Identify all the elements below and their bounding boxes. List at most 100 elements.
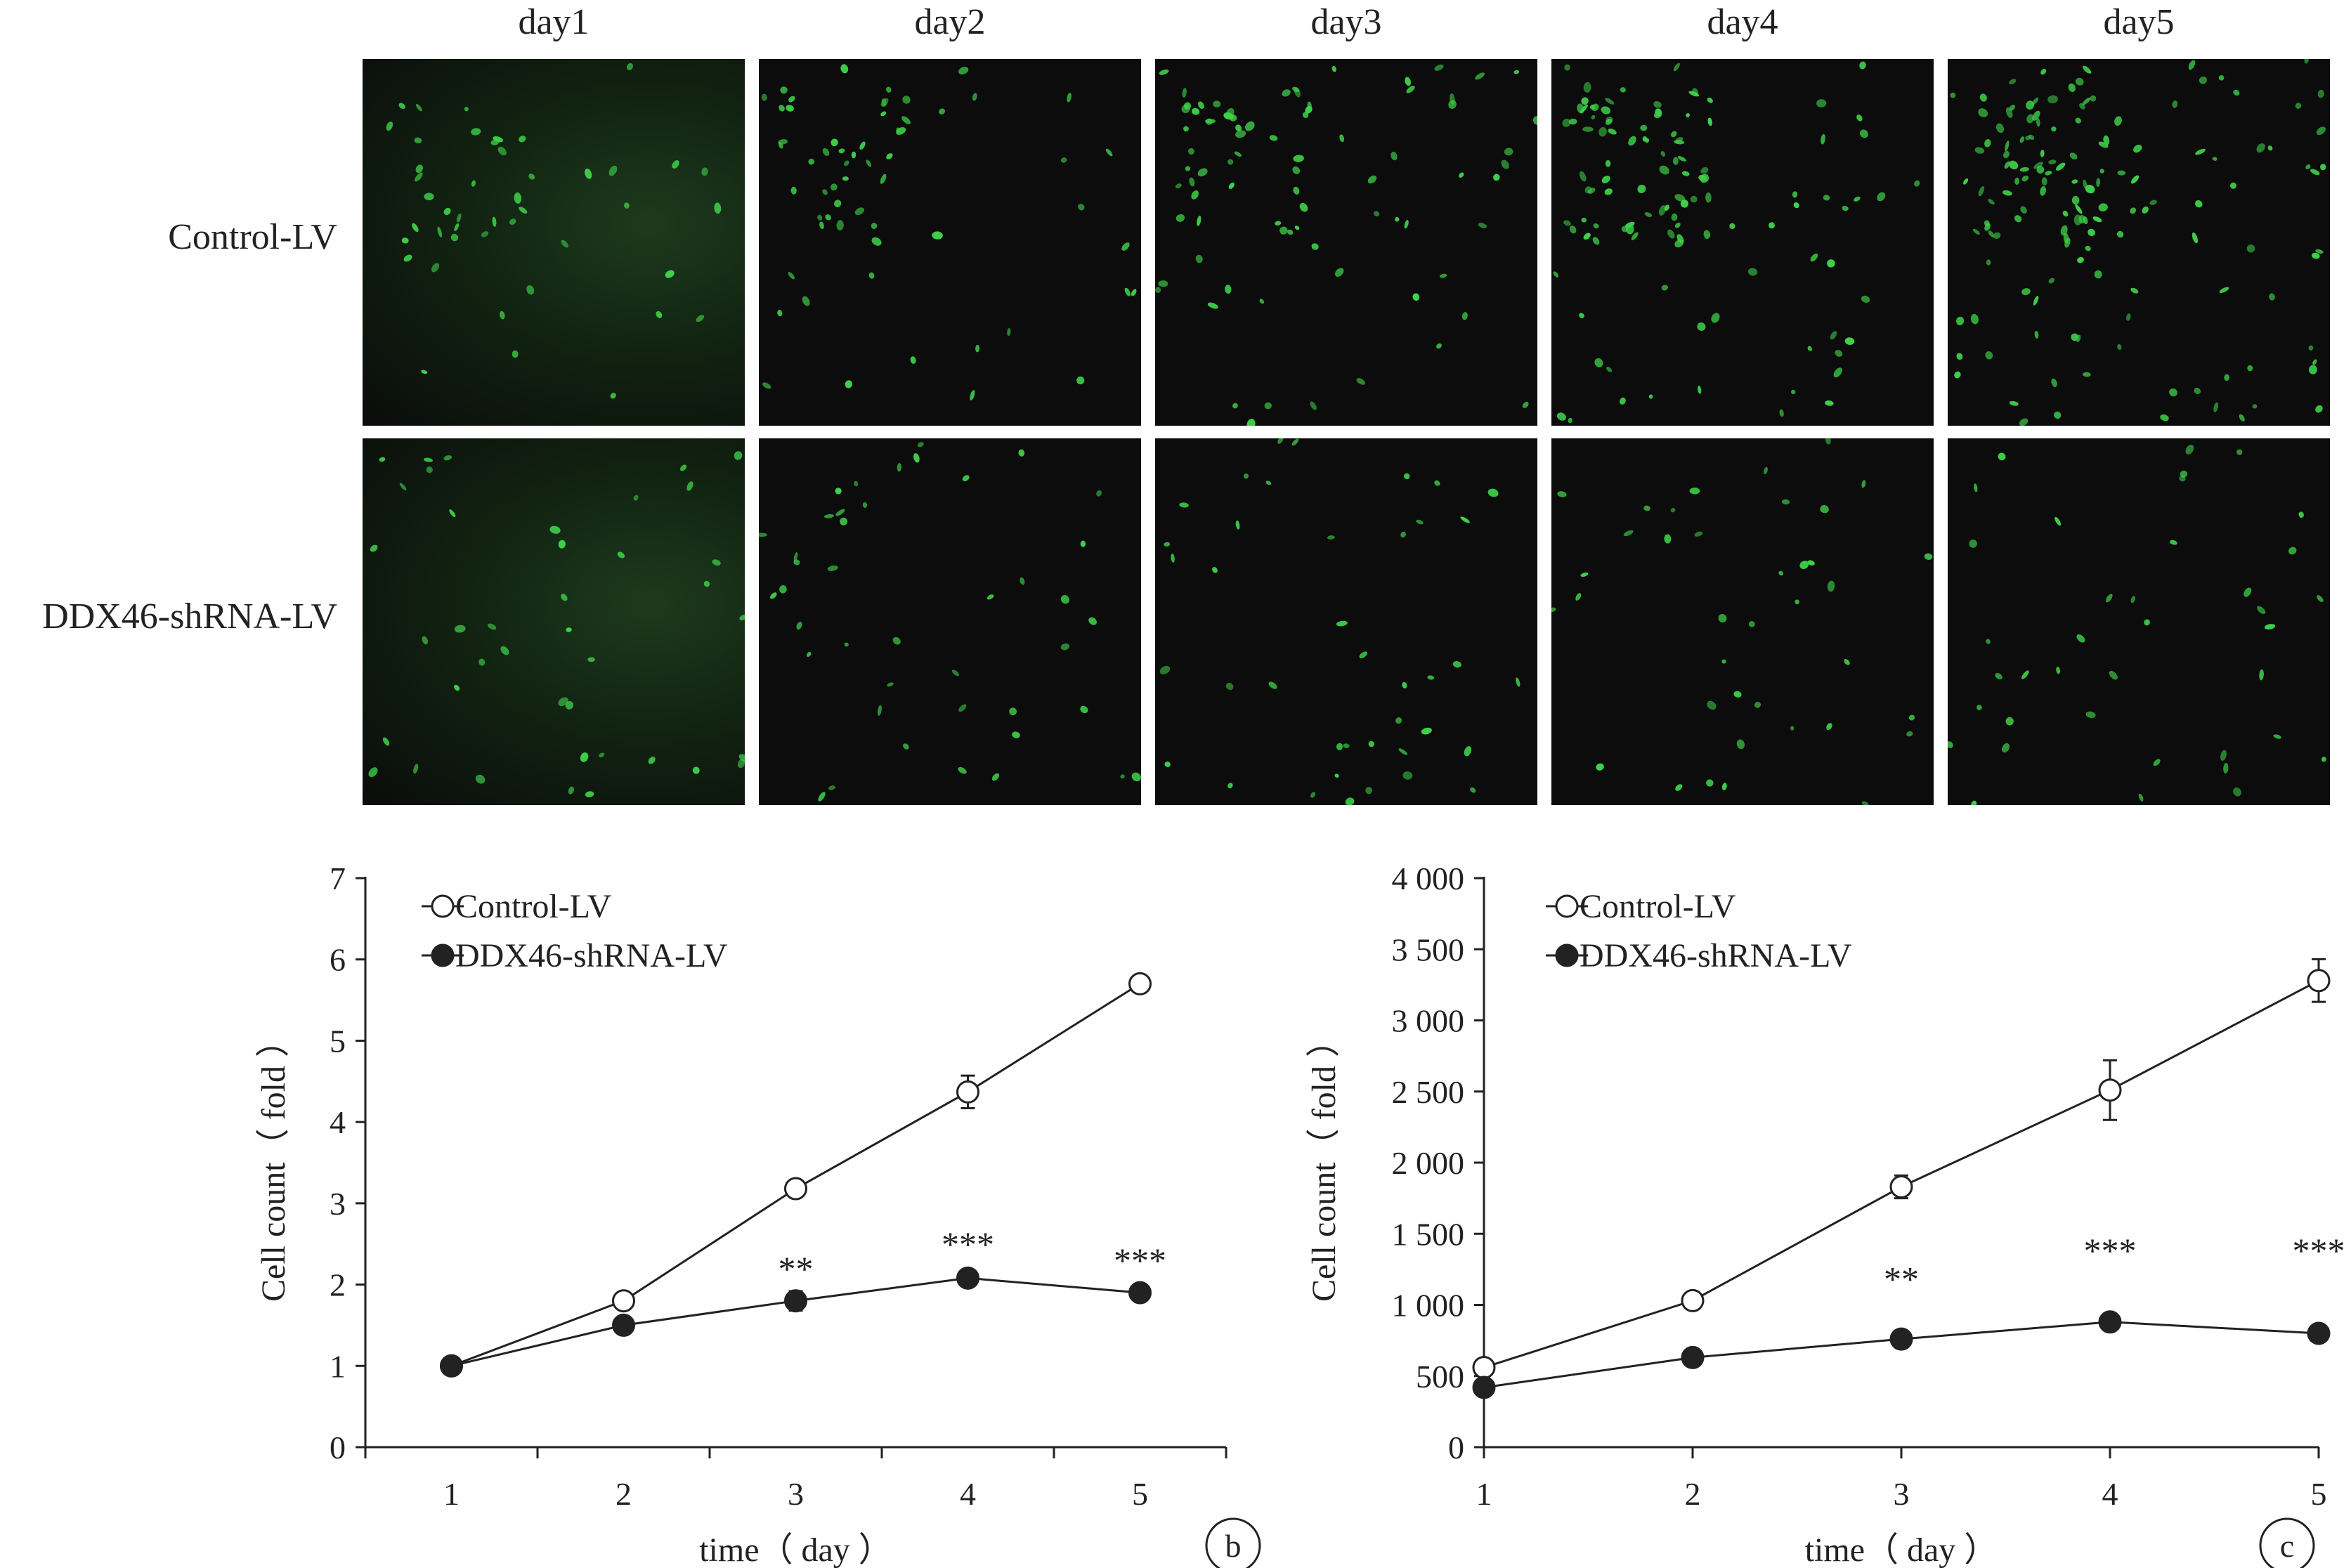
cell-mark bbox=[827, 565, 838, 571]
cell-mark bbox=[1368, 740, 1374, 747]
cell-mark bbox=[2040, 69, 2047, 75]
cell-mark bbox=[831, 138, 838, 147]
cell-mark bbox=[2117, 344, 2122, 351]
cell-mark bbox=[1658, 205, 1667, 216]
cell-mark bbox=[1619, 397, 1626, 405]
cell-mark bbox=[1293, 186, 1300, 195]
cell-mark bbox=[2041, 177, 2047, 186]
cell-mark bbox=[1661, 285, 1669, 291]
row-label-control: Control-LV bbox=[168, 217, 337, 257]
cell-mark bbox=[1581, 97, 1589, 105]
cell-mark bbox=[958, 704, 967, 712]
micrograph-shrna-day4 bbox=[1551, 438, 1934, 805]
cell-mark bbox=[1686, 113, 1690, 117]
cell-mark bbox=[1575, 593, 1582, 601]
cell-mark bbox=[1593, 223, 1599, 229]
cell-mark bbox=[1835, 350, 1843, 357]
data-point-shrna bbox=[784, 1289, 807, 1313]
cell-mark bbox=[1816, 99, 1827, 107]
data-point-control bbox=[1889, 1175, 1913, 1198]
cell-mark bbox=[1924, 553, 1933, 560]
cell-mark bbox=[1606, 367, 1613, 372]
cell-mark bbox=[526, 285, 535, 295]
cell-mark bbox=[1906, 731, 1913, 737]
cell-mark bbox=[777, 309, 783, 317]
panel-badge-b: b bbox=[1225, 1528, 1242, 1564]
cell-mark bbox=[1131, 289, 1137, 296]
cell-mark bbox=[2071, 195, 2080, 205]
cell-mark bbox=[1569, 226, 1577, 234]
cell-mark bbox=[1605, 98, 1615, 105]
cell-mark bbox=[519, 136, 526, 143]
cell-mark bbox=[818, 792, 826, 802]
cell-mark bbox=[1807, 560, 1815, 566]
cell-mark bbox=[2316, 126, 2326, 136]
cell-mark bbox=[854, 207, 865, 216]
cell-mark bbox=[1810, 253, 1818, 262]
cell-mark bbox=[779, 105, 785, 112]
cell-mark bbox=[2082, 97, 2091, 105]
cell-mark bbox=[1707, 117, 1712, 126]
cell-mark bbox=[1985, 351, 1993, 360]
cell-mark bbox=[1674, 222, 1681, 228]
cell-mark bbox=[703, 580, 710, 587]
cell-mark bbox=[1404, 220, 1409, 229]
cell-mark bbox=[1007, 328, 1011, 337]
cell-mark bbox=[1908, 714, 1915, 721]
significance-marker: ** bbox=[1884, 1259, 1919, 1298]
cell-mark bbox=[975, 344, 980, 353]
cell-mark bbox=[1183, 126, 1189, 132]
cell-mark bbox=[932, 231, 943, 240]
cell-mark bbox=[1287, 229, 1294, 235]
cell-mark bbox=[2170, 540, 2177, 545]
cell-mark bbox=[528, 174, 535, 180]
cell-mark bbox=[825, 214, 831, 221]
cell-mark bbox=[1594, 358, 1603, 367]
cell-mark bbox=[1232, 403, 1238, 409]
cell-mark bbox=[1956, 353, 1963, 360]
cell-mark bbox=[1459, 172, 1464, 178]
cell-mark bbox=[1688, 91, 1700, 97]
cell-mark bbox=[2220, 750, 2227, 762]
cell-mark bbox=[2033, 296, 2039, 306]
cell-mark bbox=[2130, 287, 2139, 294]
cell-mark bbox=[1605, 159, 1611, 167]
cell-mark bbox=[1995, 672, 2002, 680]
cell-mark bbox=[1721, 659, 1726, 664]
cell-mark bbox=[1235, 520, 1240, 530]
cell-mark bbox=[2298, 511, 2304, 518]
cell-mark bbox=[1373, 211, 1380, 217]
cell-mark bbox=[437, 226, 443, 237]
cell-mark bbox=[1672, 157, 1679, 165]
cell-mark bbox=[2036, 117, 2040, 127]
cell-mark bbox=[1060, 594, 1069, 604]
cell-mark bbox=[1427, 675, 1435, 680]
cell-mark bbox=[1367, 175, 1377, 184]
cell-mark bbox=[665, 270, 675, 278]
cell-mark bbox=[386, 121, 393, 131]
cell-mark bbox=[2160, 414, 2169, 422]
cell-mark bbox=[499, 311, 505, 320]
cell-mark bbox=[1155, 287, 1161, 294]
cell-mark bbox=[585, 168, 592, 179]
cell-mark bbox=[471, 128, 481, 136]
cell-mark bbox=[580, 752, 589, 762]
cell-mark bbox=[2273, 734, 2281, 739]
y-tick-label: 3 000 bbox=[1392, 1003, 1465, 1039]
cell-mark bbox=[514, 192, 522, 204]
cell-mark bbox=[1164, 542, 1171, 547]
column-label-day5: day5 bbox=[2103, 2, 2175, 42]
cell-mark bbox=[1398, 748, 1408, 755]
cell-mark bbox=[1225, 682, 1234, 691]
cell-mark bbox=[449, 509, 456, 518]
y-tick-label: 1 bbox=[330, 1348, 346, 1384]
cell-mark bbox=[1403, 473, 1410, 480]
cell-mark bbox=[1395, 717, 1402, 724]
cell-mark bbox=[1950, 92, 1956, 98]
column-label-day3: day3 bbox=[1310, 2, 1382, 42]
cell-mark bbox=[2068, 83, 2076, 92]
y-tick-label: 4 bbox=[330, 1104, 346, 1140]
cell-mark bbox=[1436, 343, 1442, 349]
cell-mark bbox=[500, 646, 509, 655]
cell-mark bbox=[1292, 166, 1301, 174]
